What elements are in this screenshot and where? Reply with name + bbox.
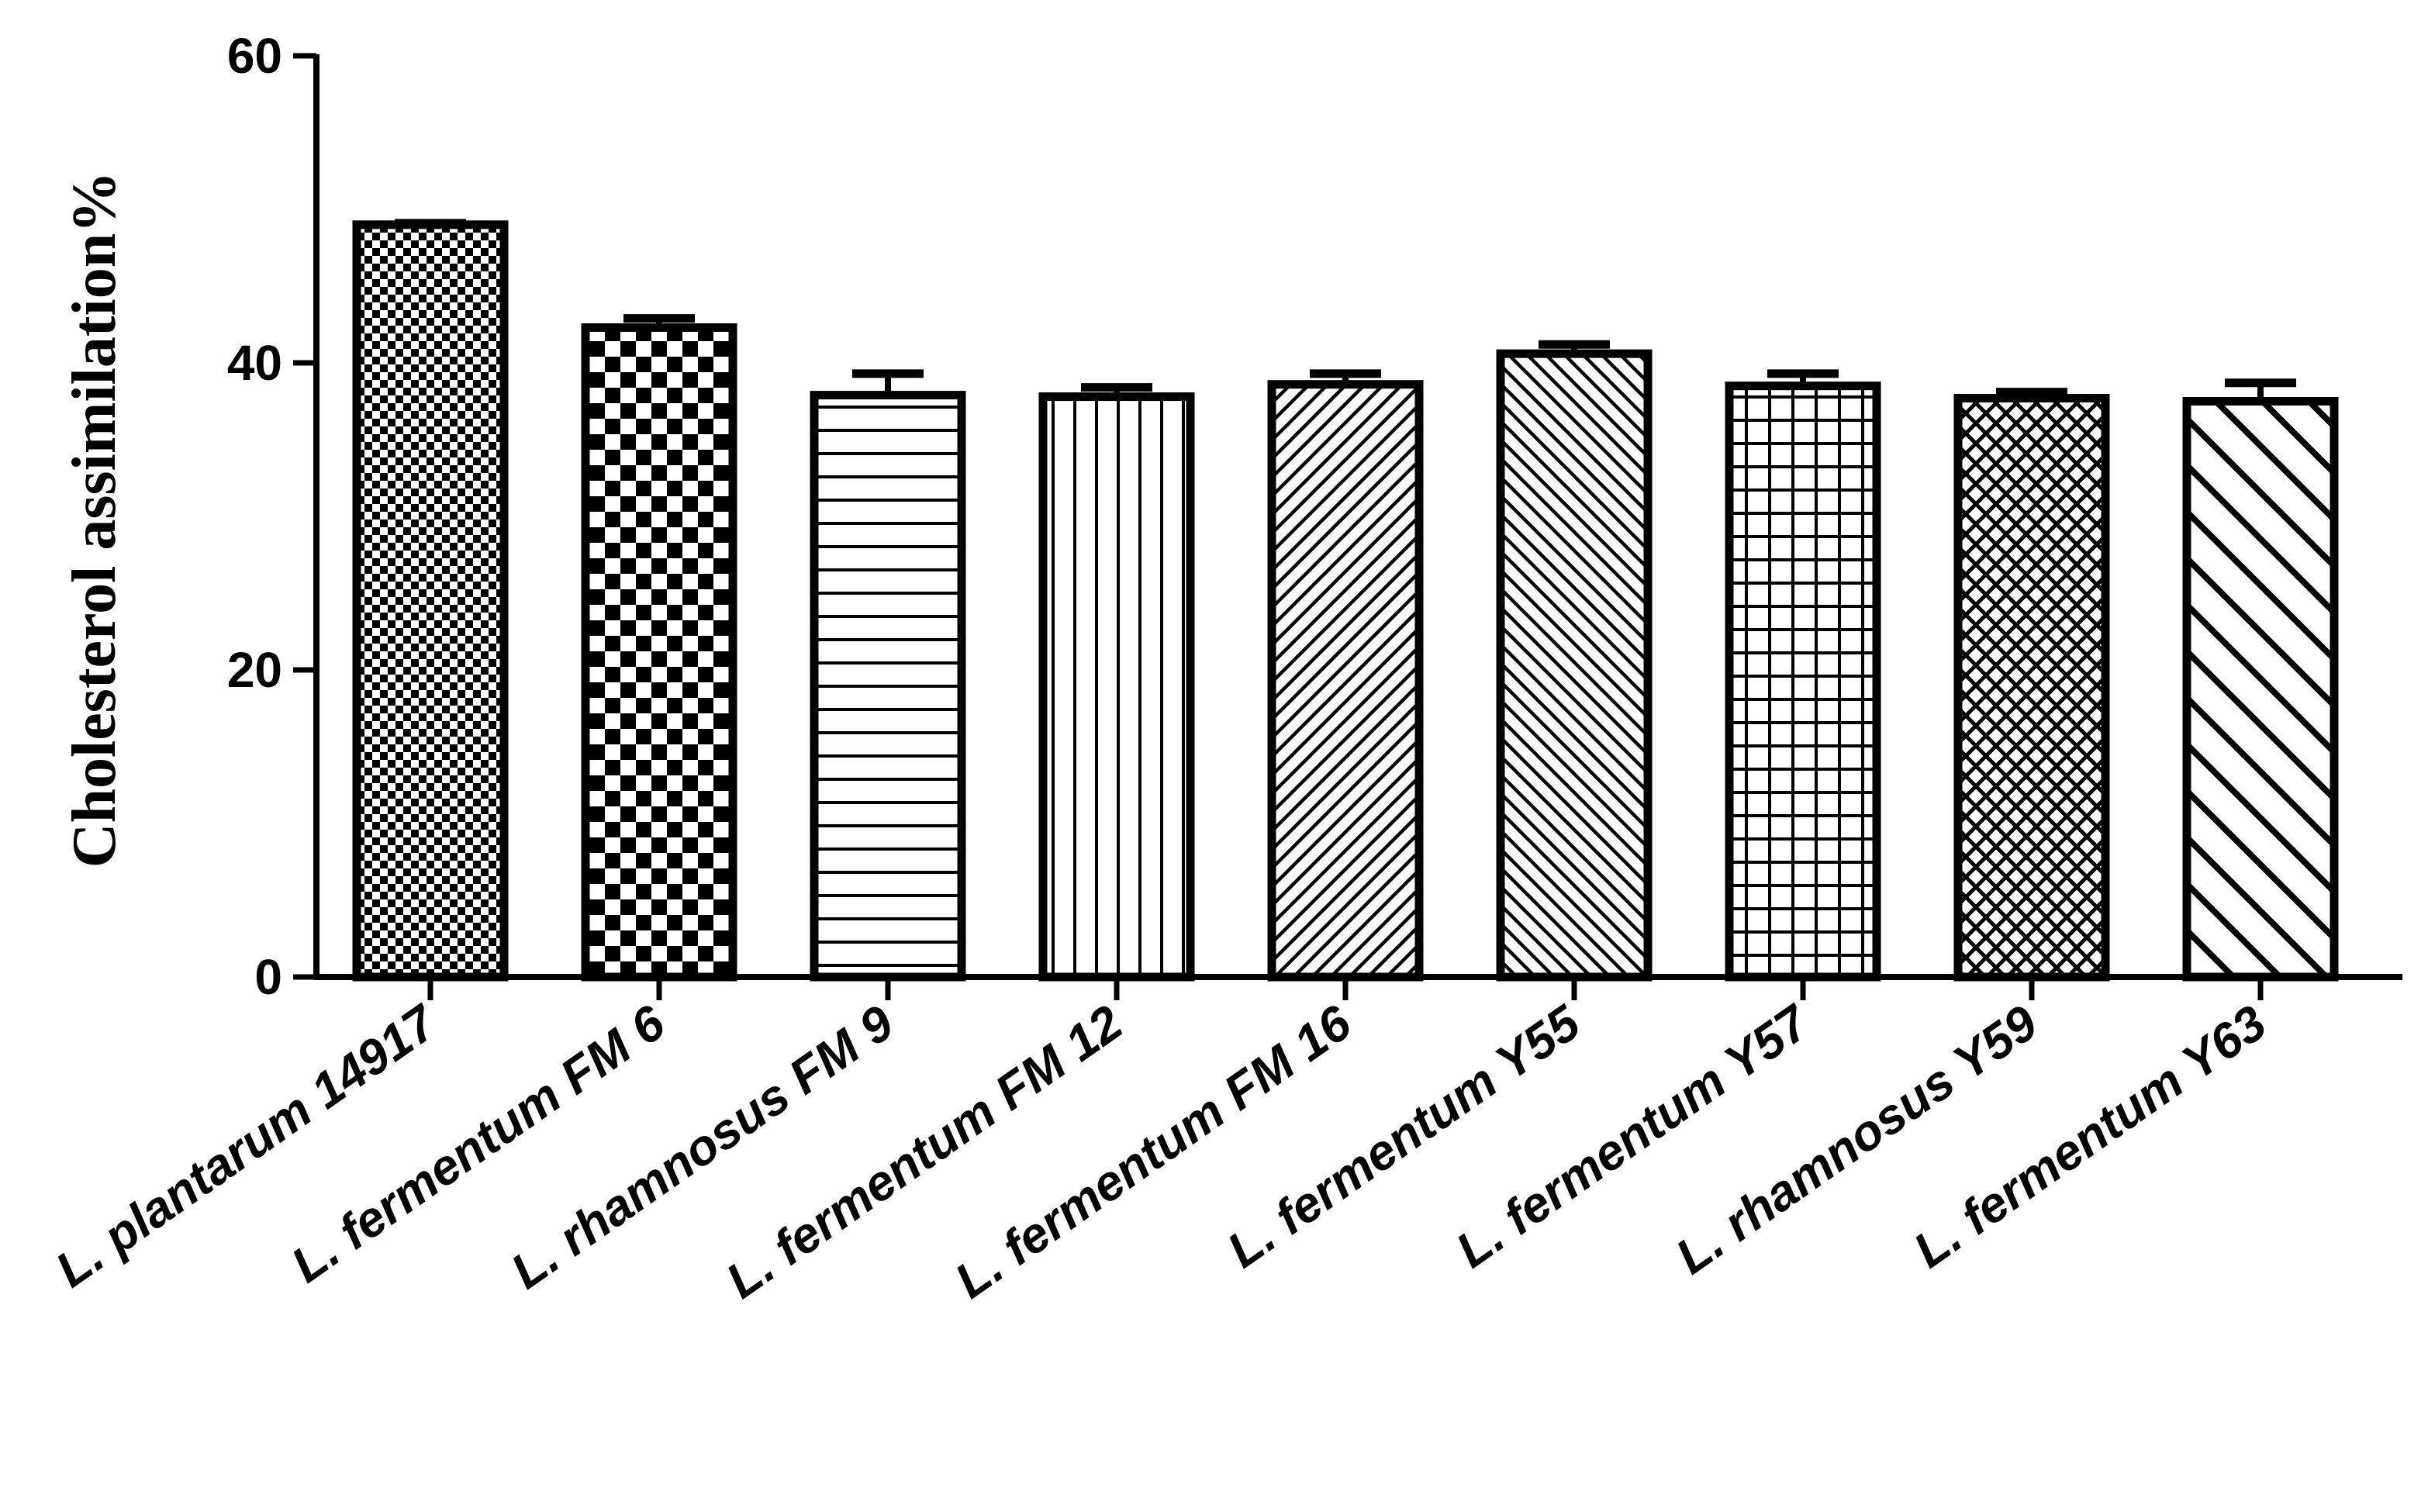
y-tick-label-40: 40 <box>227 335 282 391</box>
bar-2 <box>581 323 737 982</box>
y-tick-label-20: 20 <box>227 642 282 698</box>
bar-8 <box>1953 394 2110 982</box>
x-category-label-2: L. fermentum FM 6 <box>281 994 675 1293</box>
y-tick-label-0: 0 <box>254 949 282 1005</box>
bar-9 <box>2182 397 2339 982</box>
x-category-label-4: L. fermentum FM 12 <box>717 994 1133 1309</box>
bar-7 <box>1725 381 1881 982</box>
bar-6 <box>1496 349 1653 982</box>
bar-4 <box>1038 392 1195 982</box>
x-category-label-3: L. rhamnosus FM 9 <box>501 994 903 1300</box>
bar-3 <box>810 391 966 982</box>
x-category-label-1: L. plantarum 14917 <box>46 993 448 1298</box>
x-category-label-8: L. rhamnosus Y59 <box>1666 994 2047 1285</box>
bar-1 <box>352 220 509 982</box>
x-category-label-5: L. fermentum FM 16 <box>945 994 1362 1309</box>
y-tick-label-60: 60 <box>227 28 282 84</box>
y-axis-title: Cholesterol assimilation% <box>60 171 129 868</box>
bar-5 <box>1267 380 1424 982</box>
